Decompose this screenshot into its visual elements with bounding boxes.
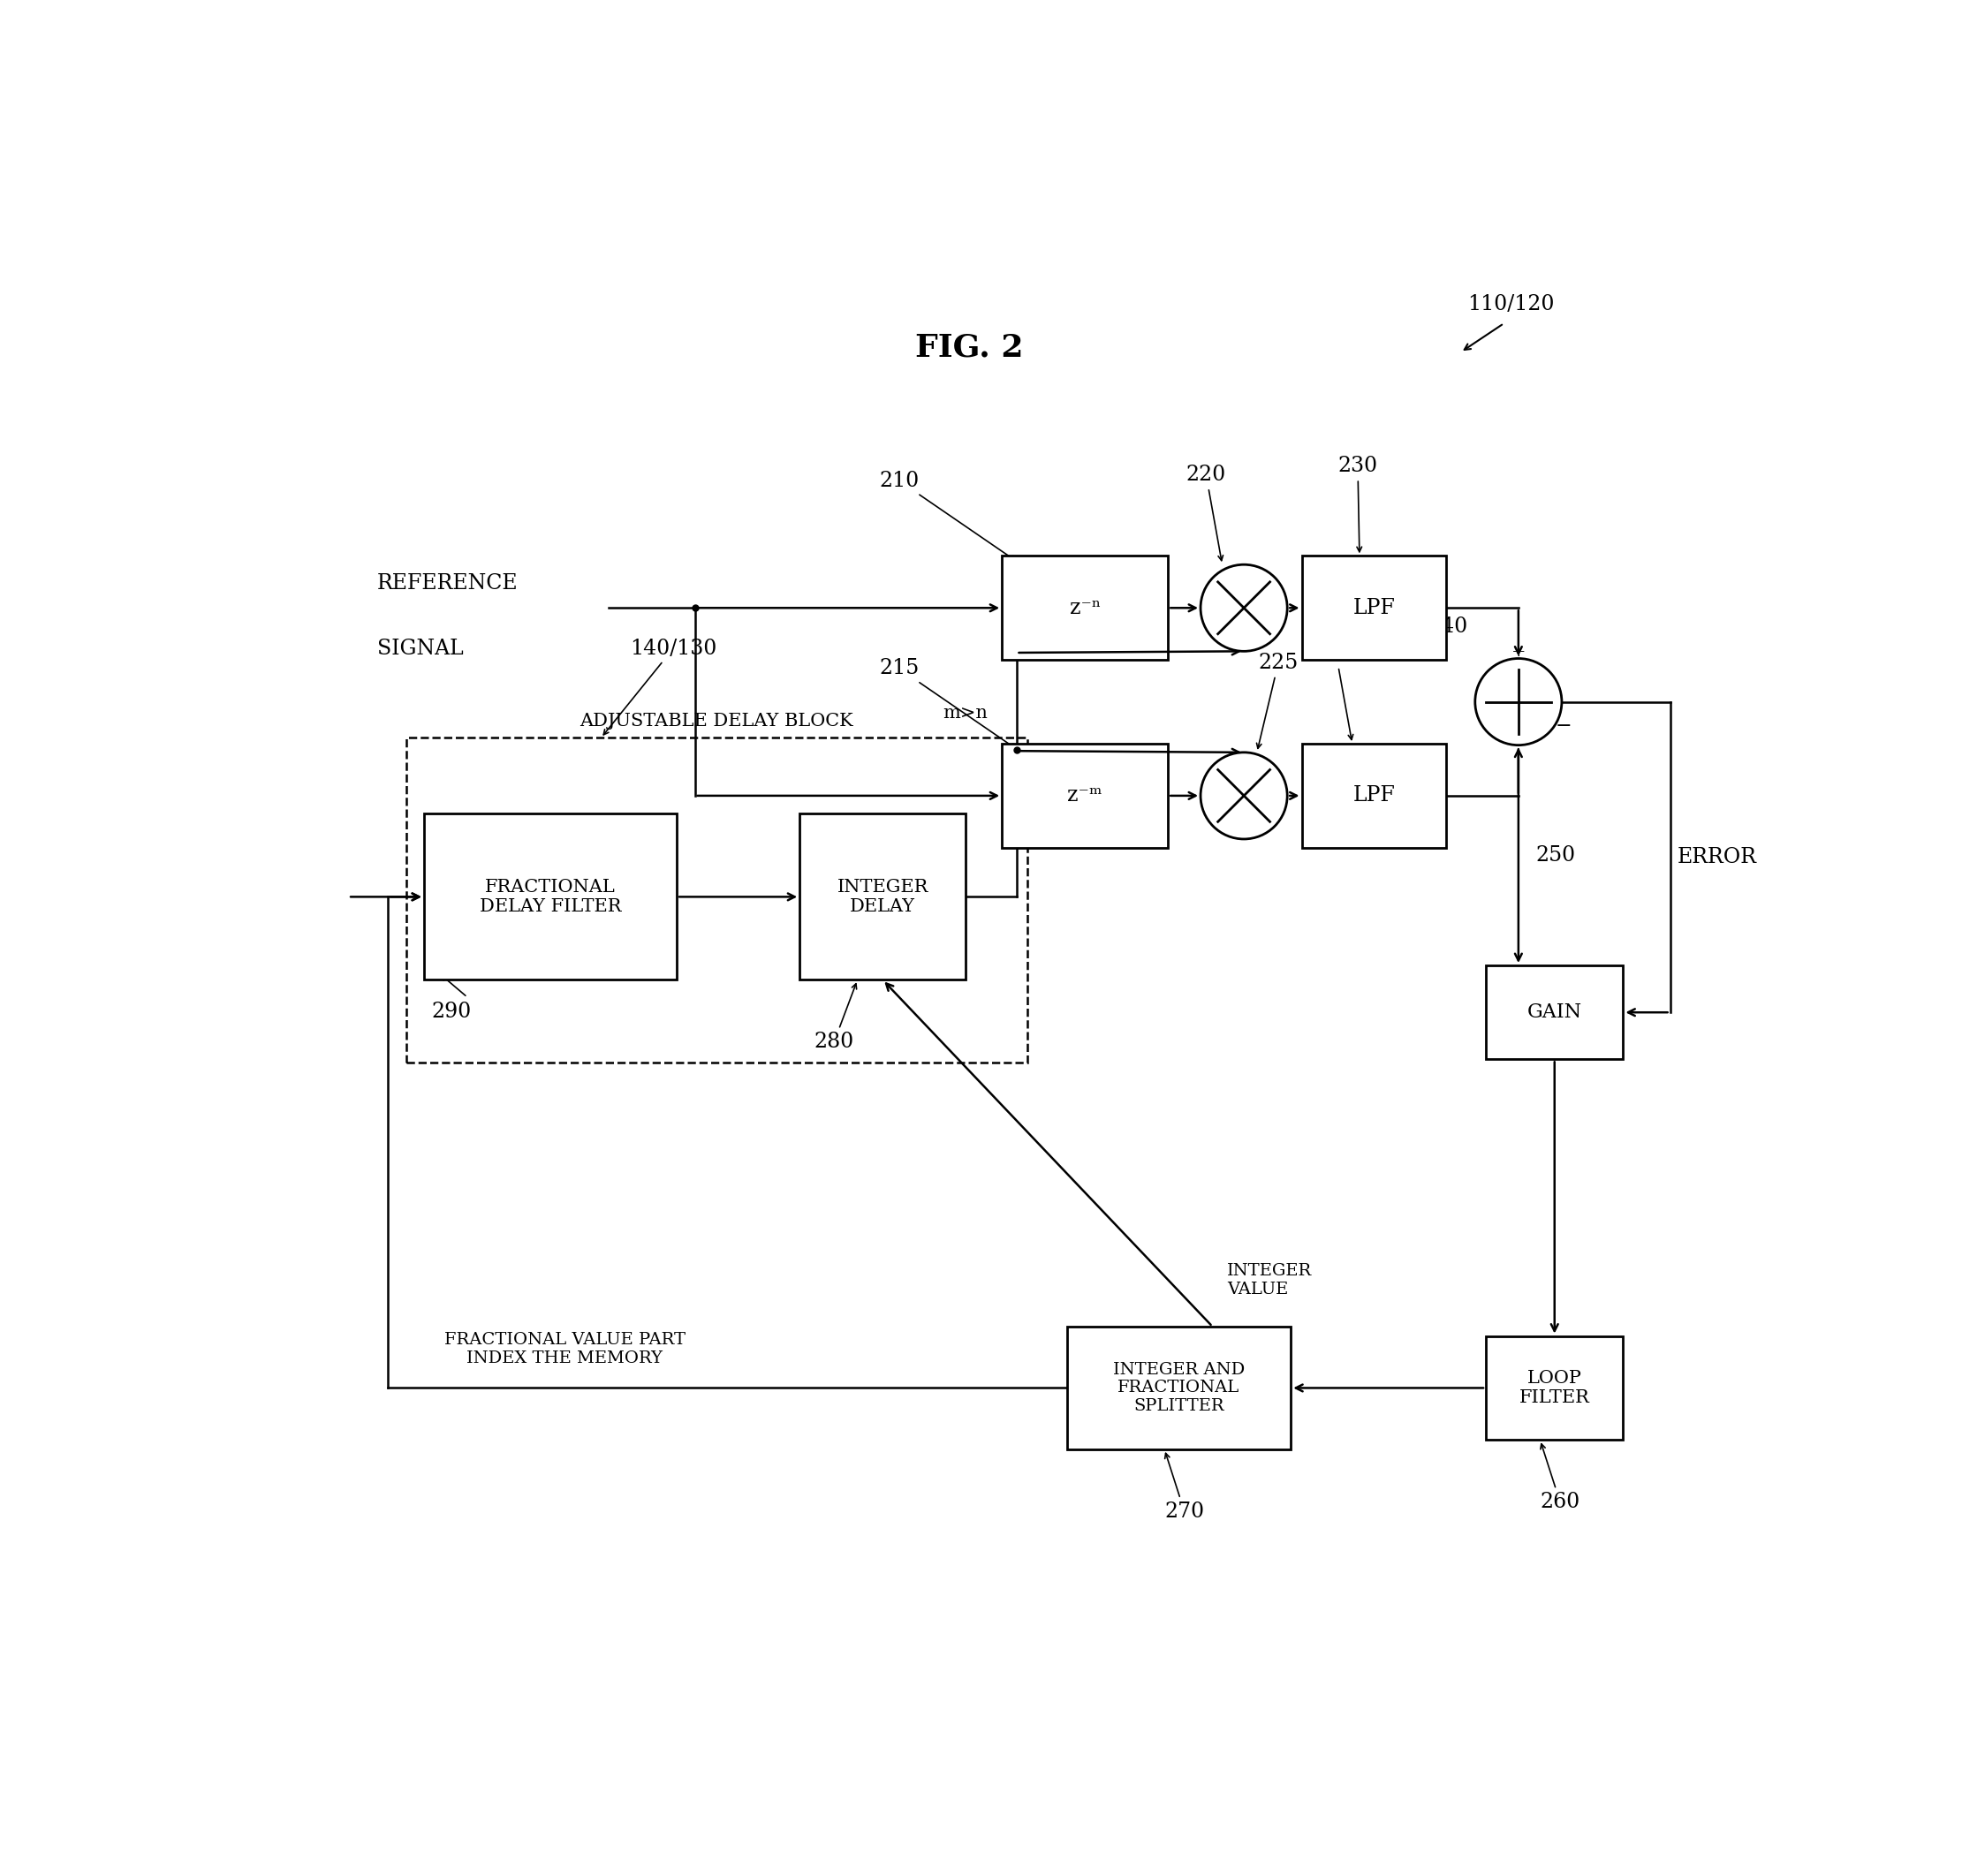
Text: 250: 250 [1536, 844, 1575, 865]
Text: 290: 290 [432, 1002, 471, 1022]
Text: 240: 240 [1428, 617, 1468, 636]
Text: INTEGER AND
FRACTIONAL
SPLITTER: INTEGER AND FRACTIONAL SPLITTER [1112, 1362, 1244, 1415]
Text: 230: 230 [1338, 456, 1377, 552]
Bar [1301, 743, 1446, 848]
Text: −: − [1556, 717, 1572, 735]
Text: 270: 270 [1165, 1454, 1205, 1521]
Text: 110/120: 110/120 [1468, 295, 1554, 315]
Text: LPF: LPF [1352, 786, 1395, 807]
Bar [1301, 555, 1446, 660]
Bar [406, 737, 1028, 1064]
Bar [1067, 1326, 1291, 1450]
Text: m>n: m>n [942, 705, 987, 722]
Bar [1485, 1336, 1623, 1441]
Text: 260: 260 [1540, 1445, 1579, 1512]
Text: ADJUSTABLE DELAY BLOCK: ADJUSTABLE DELAY BLOCK [581, 713, 853, 730]
Text: LOOP
FILTER: LOOP FILTER [1519, 1369, 1589, 1407]
Bar [1485, 966, 1623, 1060]
Bar [1003, 555, 1167, 660]
Text: 140/130: 140/130 [604, 638, 716, 735]
Text: z⁻ⁿ: z⁻ⁿ [1069, 598, 1101, 617]
Bar [800, 814, 965, 979]
Text: z⁻ᵐ: z⁻ᵐ [1067, 786, 1103, 807]
Text: ERROR: ERROR [1678, 846, 1756, 867]
Text: GAIN: GAIN [1526, 1002, 1581, 1022]
Text: REFERENCE: REFERENCE [377, 574, 518, 593]
Text: FRACTIONAL
DELAY FILTER: FRACTIONAL DELAY FILTER [479, 878, 622, 915]
Bar [424, 814, 677, 979]
Circle shape [1475, 658, 1562, 745]
Circle shape [1201, 565, 1287, 651]
Text: SIGNAL: SIGNAL [377, 638, 463, 658]
Text: 235: 235 [1317, 643, 1356, 739]
Bar [1003, 743, 1167, 848]
Text: +: + [1511, 643, 1526, 660]
Text: LPF: LPF [1352, 598, 1395, 617]
Text: FRACTIONAL VALUE PART
INDEX THE MEMORY: FRACTIONAL VALUE PART INDEX THE MEMORY [443, 1332, 685, 1366]
Text: INTEGER
DELAY: INTEGER DELAY [838, 878, 928, 915]
Circle shape [1201, 752, 1287, 839]
Text: INTEGER
VALUE: INTEGER VALUE [1226, 1263, 1313, 1298]
Text: 215: 215 [879, 658, 1016, 749]
Text: 210: 210 [879, 471, 1016, 561]
Text: FIG. 2: FIG. 2 [916, 332, 1024, 362]
Text: 225: 225 [1256, 653, 1299, 749]
Text: 220: 220 [1187, 465, 1226, 561]
Text: 280: 280 [814, 983, 857, 1052]
